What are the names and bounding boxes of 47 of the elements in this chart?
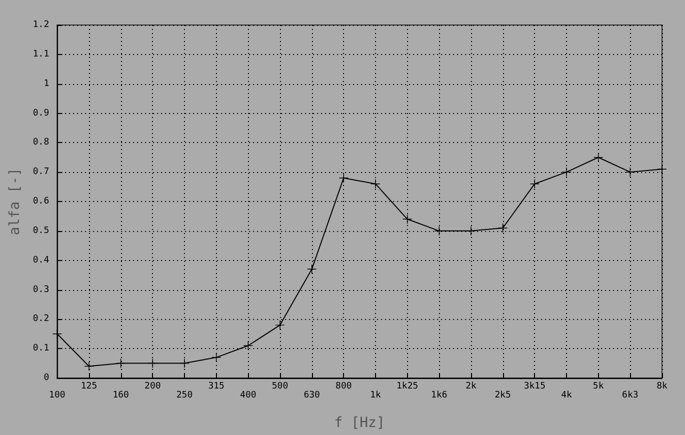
point	[212, 352, 221, 362]
y-tick-label: 0.1	[32, 344, 50, 354]
y-tick-label: 0.7	[32, 167, 50, 178]
x-tick-label: 125	[80, 382, 98, 392]
x-tick-label: 500	[272, 382, 288, 392]
point	[498, 223, 508, 232]
x-tick-label: 160	[112, 390, 129, 400]
x-tick-label: 1k6	[431, 390, 448, 400]
y-tick-label: 0.6	[32, 196, 50, 206]
point	[275, 320, 284, 330]
x-tick-label: 630	[304, 390, 320, 400]
point	[626, 168, 635, 177]
y-tick-label: 0.4	[32, 255, 50, 266]
y-tick-label: 0.8	[32, 138, 50, 148]
point	[84, 362, 94, 371]
x-tick-label: 1k25	[396, 382, 418, 392]
y-axis-title: alfa [-]	[7, 168, 23, 236]
x-tick-label: 2k	[466, 382, 477, 392]
point	[562, 168, 571, 177]
x-tick-label: 315	[208, 382, 224, 392]
x-tick-label: 5k	[592, 382, 604, 392]
y-tick-label: 1.1	[32, 49, 50, 60]
point	[466, 226, 476, 236]
x-tick-label: 800	[336, 382, 352, 392]
y-tick-label: 0.3	[32, 284, 50, 295]
x-axis-title: f [Hz]	[334, 415, 385, 431]
y-tick-label: 1.2	[32, 20, 50, 30]
point	[180, 358, 189, 368]
y-tick-label: 0.9	[32, 108, 50, 118]
y-tick-label: 0	[44, 373, 50, 383]
x-tick-label: 2k5	[494, 390, 511, 400]
x-tick-label: 6k3	[622, 390, 638, 400]
x-tick-label: 200	[144, 382, 161, 392]
x-tick-label: 100	[49, 390, 66, 400]
x-tick-label: 4k	[561, 390, 572, 400]
y-tick-label: 1	[44, 78, 50, 89]
x-tick-label: 8k	[656, 382, 668, 392]
point	[658, 164, 666, 174]
point	[370, 179, 380, 188]
point	[434, 226, 444, 236]
x-tick-label: 1k	[370, 390, 382, 400]
x-tick-label: 250	[176, 390, 193, 400]
y-tick-label: 0.2	[32, 314, 50, 324]
y-tick-label: 0.5	[32, 226, 50, 236]
x-tick-label: 400	[240, 390, 256, 400]
point	[339, 173, 348, 182]
x-tick-label: 3k15	[524, 382, 546, 392]
